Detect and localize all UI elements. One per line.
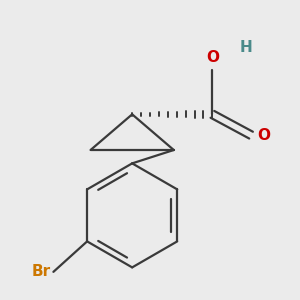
Text: O: O — [206, 50, 219, 65]
Text: Br: Br — [31, 264, 50, 279]
Text: H: H — [239, 40, 252, 55]
Text: O: O — [257, 128, 270, 142]
